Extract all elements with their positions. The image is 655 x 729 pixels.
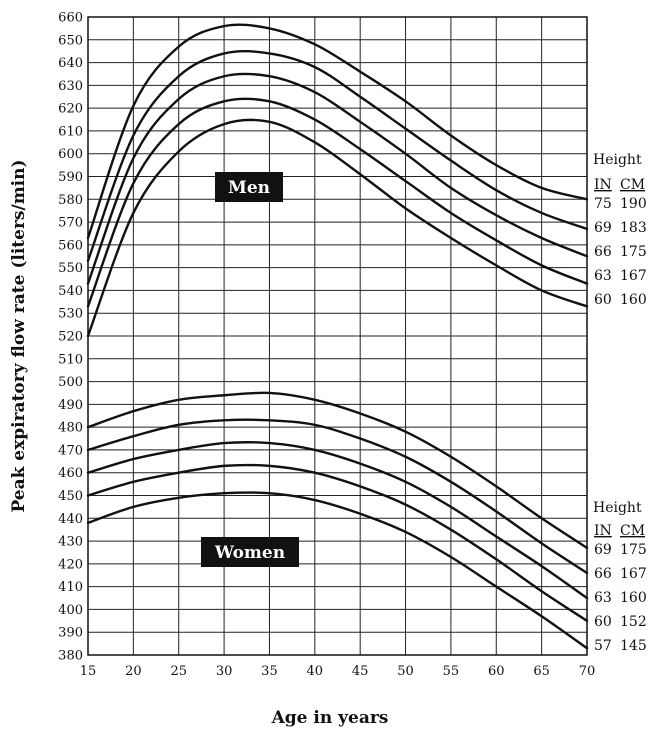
women-line-66in: [86, 418, 589, 575]
y-tick-label: 650: [58, 33, 83, 48]
women-legend-cm: 175: [620, 542, 647, 558]
x-axis-title: Age in years: [271, 708, 389, 728]
men-line-69in: [86, 49, 589, 263]
men-legend-header-in: IN: [594, 177, 612, 193]
y-tick-label: 660: [58, 11, 83, 26]
y-tick-labels: 380 390 400 410 420 430 440 450 460 470 480 490 500 5…: [58, 11, 83, 664]
women-legend-header-cm: CM: [620, 523, 645, 539]
men-legend-in: 66: [594, 244, 612, 260]
men-legend-in: 75: [594, 196, 612, 212]
y-tick-label: 460: [58, 466, 83, 481]
y-tick-label: 550: [58, 261, 83, 276]
women-line-57in: [86, 491, 589, 650]
men-line-60in: [86, 118, 589, 338]
men-line-66in: [86, 72, 589, 285]
men-tag: Men: [215, 172, 283, 202]
y-tick-label: 470: [58, 443, 83, 458]
men-tag-background: [215, 172, 283, 202]
x-tick-label: 35: [261, 664, 278, 679]
x-tick-label: 25: [170, 664, 187, 679]
women-legend-cm: 160: [620, 590, 647, 606]
men-line-75in: [86, 23, 589, 240]
y-tick-label: 420: [58, 557, 83, 572]
y-tick-label: 380: [58, 649, 83, 664]
y-tick-label: 440: [58, 512, 83, 527]
women-line-69in: [86, 391, 589, 550]
men-height-legend: Height IN CM 75 190 69 183 66 175 63 167 60 160: [593, 152, 647, 308]
men-line-63in: [86, 97, 589, 308]
y-tick-label: 490: [58, 398, 83, 413]
men-legend-header-cm: CM: [620, 177, 645, 193]
x-tick-label: 70: [579, 664, 596, 679]
women-legend-title: Height: [593, 500, 642, 516]
y-tick-label: 560: [58, 238, 83, 253]
x-tick-label: 50: [397, 664, 414, 679]
men-legend-in: 69: [594, 220, 612, 236]
women-legend-in: 57: [594, 638, 612, 654]
x-tick-label: 55: [443, 664, 460, 679]
women-legend-cm: 152: [620, 614, 647, 630]
men-legend-cm: 183: [620, 220, 647, 236]
women-legend-in: 69: [594, 542, 612, 558]
women-legend-in: 66: [594, 566, 612, 582]
grid: [87, 16, 588, 656]
y-tick-label: 590: [58, 170, 83, 185]
y-tick-label: 520: [58, 330, 83, 345]
y-tick-label: 630: [58, 79, 83, 94]
women-tag-background: [201, 537, 299, 567]
women-line-60in: [86, 463, 589, 623]
women-legend-in: 60: [594, 614, 612, 630]
y-tick-label: 580: [58, 193, 83, 208]
y-tick-label: 510: [58, 352, 83, 367]
women-tag: Women: [201, 537, 299, 567]
y-tick-label: 450: [58, 489, 83, 504]
y-tick-label: 530: [58, 307, 83, 322]
y-tick-label: 430: [58, 535, 83, 550]
y-tick-label: 400: [58, 603, 83, 618]
men-legend-cm: 167: [620, 268, 647, 284]
x-tick-label: 30: [216, 664, 233, 679]
y-tick-label: 620: [58, 102, 83, 117]
men-legend-title: Height: [593, 152, 642, 168]
x-tick-labels: 15 20 25 30 35 40 45 50 55 60 65 70: [80, 664, 596, 679]
x-tick-label: 60: [488, 664, 505, 679]
y-tick-label: 480: [58, 421, 83, 436]
y-tick-label: 600: [58, 147, 83, 162]
y-axis-title: Peak expiratory flow rate (liters/min): [9, 159, 29, 512]
y-tick-label: 410: [58, 580, 83, 595]
x-tick-label: 20: [125, 664, 142, 679]
series-lines: [86, 23, 589, 650]
y-tick-label: 500: [58, 375, 83, 390]
women-legend-in: 63: [594, 590, 612, 606]
men-legend-cm: 175: [620, 244, 647, 260]
women-tag-label: Women: [214, 543, 285, 563]
women-height-legend: Height IN CM 69 175 66 167 63 160 60 152 57 145: [593, 500, 647, 654]
x-tick-label: 65: [533, 664, 550, 679]
men-tag-label: Men: [228, 178, 270, 198]
x-tick-label: 15: [80, 664, 97, 679]
y-tick-label: 390: [58, 626, 83, 641]
women-legend-header-in: IN: [594, 523, 612, 539]
x-tick-label: 40: [307, 664, 324, 679]
y-tick-label: 540: [58, 284, 83, 299]
y-tick-label: 610: [58, 124, 83, 139]
women-legend-cm: 145: [620, 638, 647, 654]
women-line-63in: [86, 441, 589, 600]
x-tick-label: 45: [352, 664, 369, 679]
men-legend-cm: 190: [620, 196, 647, 212]
women-legend-cm: 167: [620, 566, 647, 582]
men-legend-in: 63: [594, 268, 612, 284]
y-tick-label: 570: [58, 216, 83, 231]
men-legend-cm: 160: [620, 292, 647, 308]
men-legend-in: 60: [594, 292, 612, 308]
y-tick-label: 640: [58, 56, 83, 71]
